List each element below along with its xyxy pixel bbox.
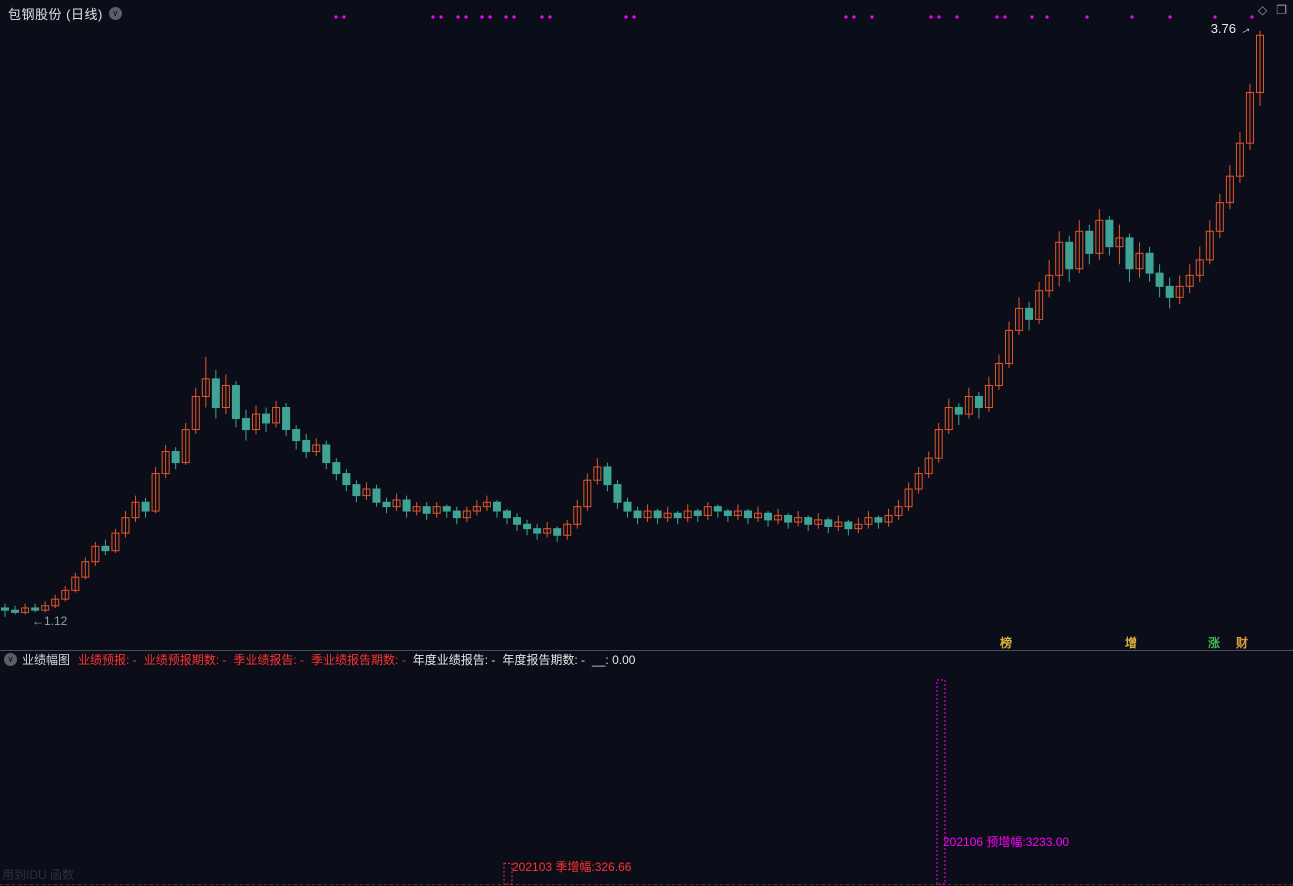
chevron-down-icon[interactable]: ∨ (108, 7, 122, 20)
event-flag-榜[interactable]: 榜 (1000, 636, 1013, 650)
candlestick-chart[interactable] (0, 0, 1293, 650)
indicator-chart-panel[interactable]: 202103 季增幅:326.66 202106 预增幅:3233.00 用到I… (0, 668, 1293, 886)
bar-label-202106: 202106 预增幅:3233.00 (943, 835, 1070, 849)
collapse-panel-icon[interactable]: ∨ (4, 653, 17, 666)
last-price-label: 3.76 → (1210, 20, 1254, 38)
indicator-field: 季业绩报告: - (233, 653, 305, 667)
indicator-field: __: 0.00 (592, 653, 636, 667)
event-flag-涨[interactable]: 涨 (1208, 636, 1221, 650)
event-flag-增[interactable]: 增 (1125, 636, 1138, 650)
watermark-text: 用到IDU 函数 (2, 868, 75, 882)
event-flag-财[interactable]: 财 (1236, 636, 1249, 650)
panel-divider[interactable] (0, 650, 1293, 651)
main-chart-panel[interactable]: 包钢股份 (日线) ∨ ◇ ❐ 3.76 → ←1.12 榜 增 涨 财 (0, 0, 1293, 650)
indicator-field: 年度业绩报告: - (412, 653, 496, 667)
titlebar: 包钢股份 (日线) ∨ (8, 4, 122, 23)
indicator-field: 年度报告期数: - (502, 653, 586, 667)
indicator-field: 业绩预报: - (78, 653, 137, 667)
stock-title[interactable]: 包钢股份 (日线) (8, 7, 103, 22)
indicator-fields: 业绩预报: - 业绩预报期数: - 季业绩报告: - 季业绩报告期数: - 年度业绩报告… (78, 651, 642, 668)
indicator-bar-chart[interactable] (0, 668, 1293, 886)
indicator-field: 业绩预报期数: - (143, 653, 227, 667)
window-corner-icons: ◇ ❐ (1258, 3, 1287, 17)
indicator-field: 季业绩报告期数: - (311, 653, 406, 667)
event-flags-row: 榜增涨财 (0, 636, 1293, 650)
indicator-title[interactable]: 业绩幅图 (22, 653, 71, 667)
indicator-header: ∨ 业绩幅图 业绩预报: - 业绩预报期数: - 季业绩报告: - 季业绩报告期数: … (4, 652, 1289, 667)
diamond-icon[interactable]: ◇ (1258, 3, 1268, 17)
split-window-icon[interactable]: ❐ (1276, 3, 1287, 17)
bar-label-202103: 202103 季增幅:326.66 (512, 860, 632, 874)
period-low-label: ←1.12 (32, 614, 68, 628)
last-price-value: 3.76 (1210, 21, 1236, 36)
